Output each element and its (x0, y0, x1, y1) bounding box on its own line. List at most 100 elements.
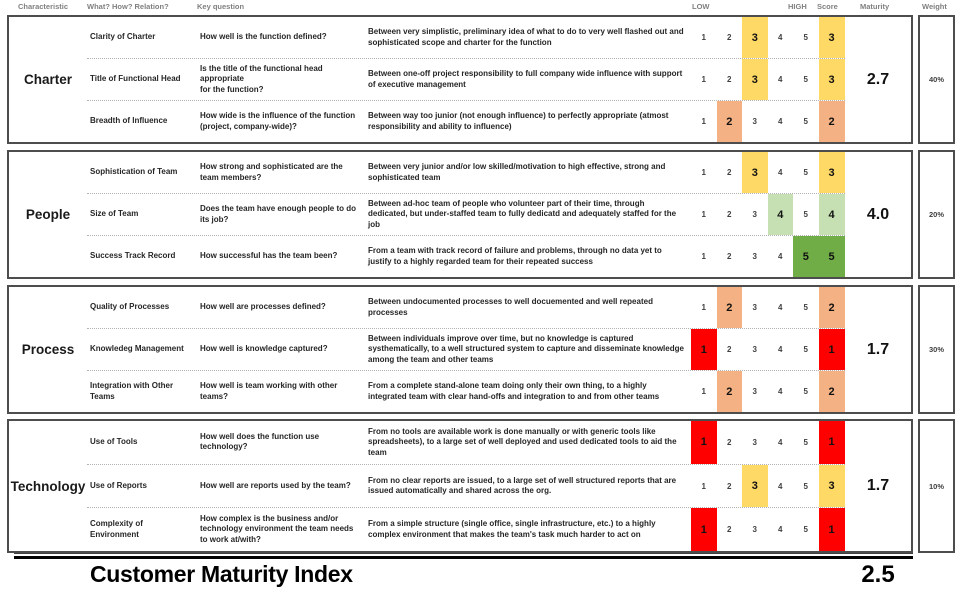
footer-rule-thin (14, 553, 913, 554)
question-cell: Does the team have enough people to do i… (200, 204, 357, 224)
rating-cell-1[interactable]: 1 (701, 75, 706, 84)
rating-cell-3[interactable]: 3 (742, 17, 768, 58)
header-high: HIGH (788, 2, 807, 11)
score-cell: 3 (818, 17, 845, 58)
description-cell: Between way too junior (not enough influ… (368, 111, 669, 131)
rating-cell-3[interactable]: 3 (742, 464, 768, 508)
rating-cell-4[interactable]: 4 (778, 117, 783, 126)
weight-box-charter: 40% (918, 15, 955, 144)
rating-cell-3[interactable]: 3 (742, 152, 768, 193)
rating-cell-1[interactable]: 1 (691, 508, 717, 552)
question-cell: How well is knowledge captured? (200, 344, 328, 354)
rating-cell-1[interactable]: 1 (701, 303, 706, 312)
rating-cell-2[interactable]: 2 (727, 525, 732, 535)
table-row: Title of Functional Head Is the title of… (87, 58, 845, 100)
rating-cell-2[interactable]: 2 (727, 437, 732, 447)
description-cell: Between ad-hoc team of people who volunt… (368, 198, 677, 229)
rating-cell-5[interactable]: 5 (803, 33, 808, 42)
maturity-value: 1.7 (866, 477, 890, 494)
section-box-people: People Sophistication of Team How strong… (7, 150, 913, 279)
rating-cell-1[interactable]: 1 (701, 117, 706, 126)
rating-cell-4[interactable]: 4 (778, 303, 783, 312)
section-box-technology: Technology Use of Tools How well does th… (7, 419, 913, 553)
category-label: Charter (23, 72, 72, 87)
question-cell: How wide is the influence of the functio… (200, 111, 356, 131)
rating-cell-2[interactable]: 2 (716, 287, 742, 328)
rating-cell-5[interactable]: 5 (803, 210, 808, 219)
score-cell: 1 (818, 421, 845, 464)
table-row: Knowledeg Management How well is knowled… (87, 328, 845, 370)
weight-box-process: 30% (918, 285, 955, 414)
rating-cell-1[interactable]: 1 (701, 387, 706, 396)
rating-cell-1[interactable]: 1 (691, 329, 717, 370)
rating-cell-4[interactable]: 4 (778, 437, 783, 447)
rating-cell-4[interactable]: 4 (778, 168, 783, 177)
rating-cell-4[interactable]: 4 (767, 194, 793, 235)
rating-cell-1[interactable]: 1 (701, 168, 706, 177)
rating-cell-3[interactable]: 3 (752, 117, 757, 126)
rating-cell-5[interactable]: 5 (803, 387, 808, 396)
score-cell: 1 (818, 508, 845, 552)
rating-cell-4[interactable]: 4 (778, 75, 783, 84)
rating-cell-4[interactable]: 4 (778, 33, 783, 42)
rating-cell-5[interactable]: 5 (793, 236, 819, 277)
rating-cell-3[interactable]: 3 (752, 345, 757, 354)
rating-cell-2[interactable]: 2 (716, 371, 742, 412)
question-cell: How complex is the business and/or techn… (200, 513, 354, 544)
description-cell: Between one-off project responsibility t… (368, 69, 683, 89)
rating-cell-5[interactable]: 5 (803, 303, 808, 312)
rating-cell-2[interactable]: 2 (727, 481, 732, 491)
rating-cell-3[interactable]: 3 (752, 525, 757, 535)
score-cell: 3 (818, 59, 845, 100)
rating-cell-3[interactable]: 3 (752, 387, 757, 396)
header-what-how: What? How? Relation? (87, 2, 169, 11)
characteristic-cell: Integration with Other Teams (90, 381, 174, 401)
description-cell: Between very simplistic, preliminary ide… (368, 27, 684, 47)
rating-cell-2[interactable]: 2 (727, 33, 732, 42)
rating-cell-3[interactable]: 3 (752, 303, 757, 312)
rating-cell-2[interactable]: 2 (727, 252, 732, 261)
header-low: LOW (692, 2, 710, 11)
characteristic-cell: Success Track Record (90, 251, 176, 261)
description-cell: From a simple structure (single office, … (368, 519, 656, 539)
rating-cell-2[interactable]: 2 (727, 168, 732, 177)
footer-title: Customer Maturity Index (90, 561, 353, 587)
rating-cell-5[interactable]: 5 (803, 117, 808, 126)
characteristic-cell: Sophistication of Team (90, 167, 178, 177)
rating-cell-5[interactable]: 5 (803, 437, 808, 447)
rating-cell-1[interactable]: 1 (701, 210, 706, 219)
rating-cell-4[interactable]: 4 (778, 345, 783, 354)
rating-cell-2[interactable]: 2 (727, 210, 732, 219)
rating-cell-5[interactable]: 5 (803, 481, 808, 491)
rating-cell-2[interactable]: 2 (716, 101, 742, 142)
header-weight: Weight (922, 2, 947, 11)
rating-cell-5[interactable]: 5 (803, 525, 808, 535)
table-row: Clarity of Charter How well is the funct… (87, 17, 845, 58)
section-box-charter: Charter Clarity of Charter How well is t… (7, 15, 913, 144)
rating-cell-5[interactable]: 5 (803, 75, 808, 84)
description-cell: Between undocumented processes to well d… (368, 297, 653, 317)
rating-cell-2[interactable]: 2 (727, 345, 732, 354)
rating-cell-3[interactable]: 3 (752, 252, 757, 261)
question-cell: How well is the function defined? (200, 32, 327, 42)
rating-cell-3[interactable]: 3 (742, 59, 768, 100)
rating-cell-1[interactable]: 1 (691, 421, 717, 464)
rating-cell-4[interactable]: 4 (778, 481, 783, 491)
question-cell: How well are processes defined? (200, 302, 326, 312)
rating-cell-4[interactable]: 4 (778, 525, 783, 535)
header-score: Score (817, 2, 838, 11)
section-box-process: Process Quality of Processes How well ar… (7, 285, 913, 414)
rating-cell-3[interactable]: 3 (752, 437, 757, 447)
question-cell: Is the title of the functional head appr… (200, 63, 323, 94)
rating-cell-5[interactable]: 5 (803, 345, 808, 354)
section-rows: Clarity of Charter How well is the funct… (87, 17, 845, 142)
rating-cell-2[interactable]: 2 (727, 75, 732, 84)
rating-cell-4[interactable]: 4 (778, 387, 783, 396)
rating-cell-5[interactable]: 5 (803, 168, 808, 177)
rating-cell-1[interactable]: 1 (701, 33, 706, 42)
rating-cell-1[interactable]: 1 (701, 481, 706, 491)
rating-cell-3[interactable]: 3 (752, 210, 757, 219)
rating-cell-4[interactable]: 4 (778, 252, 783, 261)
rating-cell-1[interactable]: 1 (701, 252, 706, 261)
